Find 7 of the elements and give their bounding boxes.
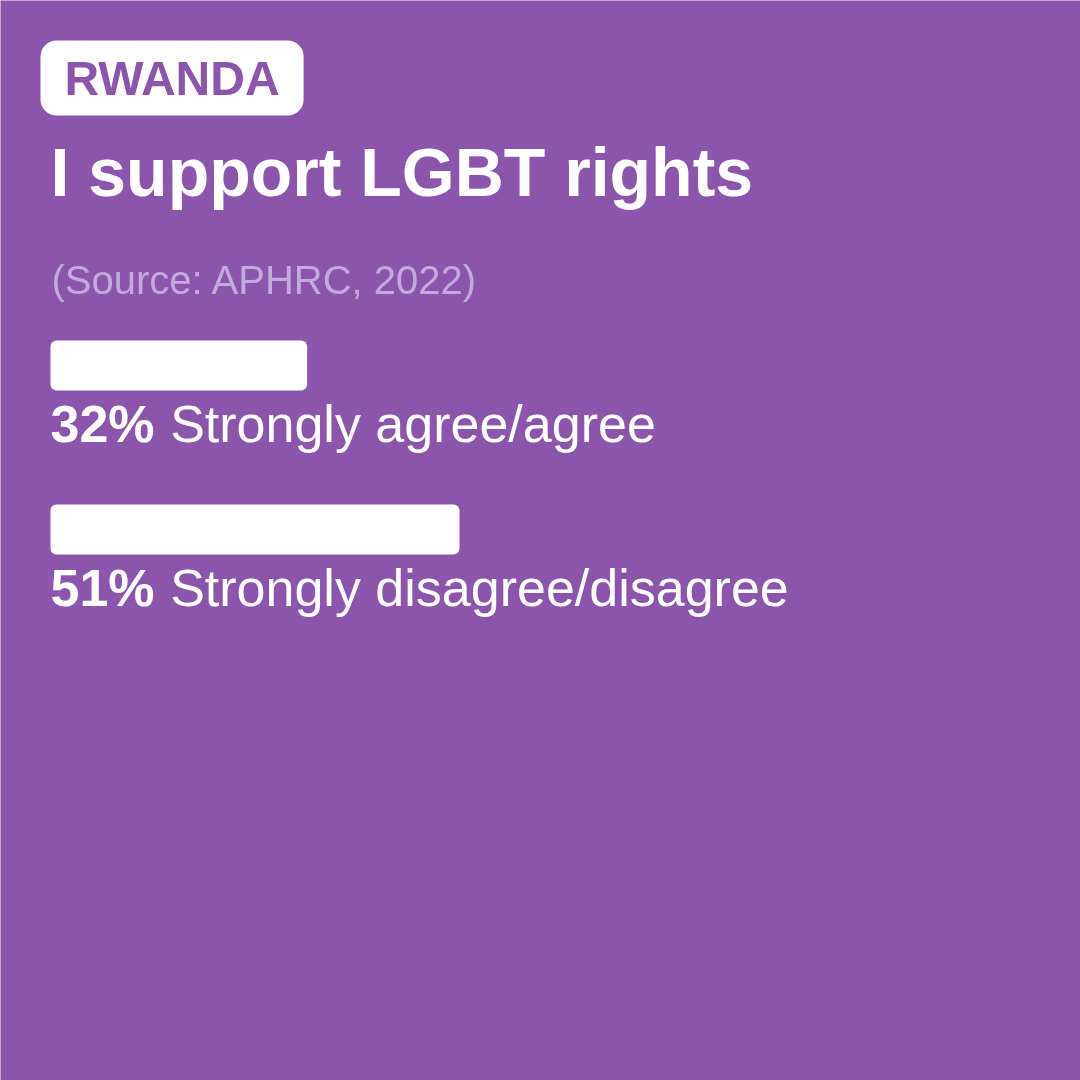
chart-subtitle: RWANDA xyxy=(64,51,280,105)
y-tick-label: Strongly disagree/disagree xyxy=(170,559,789,618)
data-label: 51% xyxy=(50,559,155,618)
data-label: 32% xyxy=(50,395,155,454)
chart-title: I support LGBT rights xyxy=(50,133,754,210)
text: (Source: APHRC, 2022) xyxy=(51,257,477,302)
y-tick-label: Strongly agree/agree xyxy=(170,395,656,454)
